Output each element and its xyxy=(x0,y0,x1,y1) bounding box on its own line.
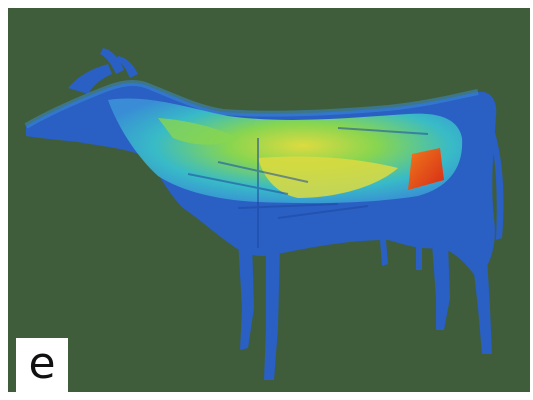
texture-streaks xyxy=(187,127,429,248)
outline-halo xyxy=(24,80,479,129)
panel-label: e xyxy=(16,338,68,392)
cow-heatmap-image xyxy=(8,8,530,392)
heat-field xyxy=(108,98,463,204)
hot-spot xyxy=(408,148,444,190)
figure-frame: e xyxy=(8,8,530,392)
